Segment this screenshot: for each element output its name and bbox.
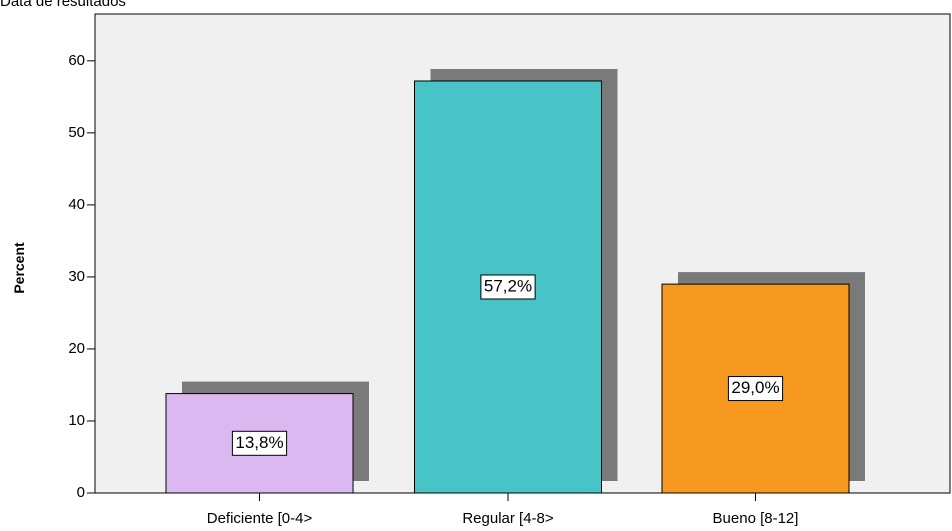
- value-label: 13,8%: [235, 433, 283, 452]
- y-tick-label: 30: [68, 268, 85, 285]
- value-label: 57,2%: [484, 276, 532, 295]
- value-label-box: [727, 376, 784, 402]
- y-tick-label: 20: [68, 340, 85, 357]
- x-tick-label: Deficiente [0-4>: [207, 510, 313, 527]
- y-tick-label: 10: [68, 412, 85, 429]
- y-axis-label: Percent: [11, 242, 27, 294]
- value-label-box: [480, 274, 536, 300]
- value-label: 29,0%: [731, 378, 779, 397]
- y-tick-label: 40: [68, 196, 85, 213]
- y-tick-label: 60: [68, 52, 85, 69]
- x-tick-label: Bueno [8-12]: [713, 510, 799, 527]
- value-label-box: [231, 430, 288, 456]
- chart-title: Data de resultados: [0, 0, 126, 10]
- x-tick-label: Regular [4-8>: [462, 510, 554, 527]
- y-tick-label: 50: [68, 124, 85, 141]
- y-tick-label: 0: [77, 484, 85, 501]
